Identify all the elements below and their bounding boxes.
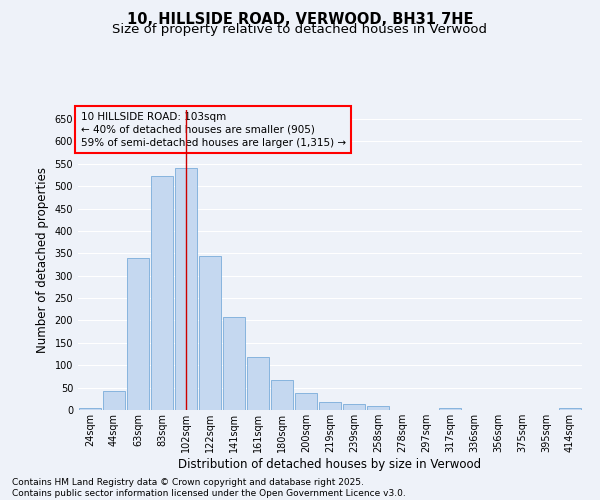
Bar bbox=[247, 357, 269, 410]
Bar bbox=[127, 258, 149, 410]
Bar bbox=[79, 408, 101, 410]
Bar bbox=[175, 168, 197, 410]
X-axis label: Distribution of detached houses by size in Verwood: Distribution of detached houses by size … bbox=[178, 458, 482, 470]
Bar bbox=[199, 256, 221, 410]
Y-axis label: Number of detached properties: Number of detached properties bbox=[36, 167, 49, 353]
Bar bbox=[295, 394, 317, 410]
Bar bbox=[559, 408, 581, 410]
Bar bbox=[151, 176, 173, 410]
Text: Contains HM Land Registry data © Crown copyright and database right 2025.
Contai: Contains HM Land Registry data © Crown c… bbox=[12, 478, 406, 498]
Bar bbox=[319, 402, 341, 410]
Text: Size of property relative to detached houses in Verwood: Size of property relative to detached ho… bbox=[113, 22, 487, 36]
Bar bbox=[439, 408, 461, 410]
Bar bbox=[271, 380, 293, 410]
Bar bbox=[223, 318, 245, 410]
Bar bbox=[343, 404, 365, 410]
Bar bbox=[103, 391, 125, 410]
Bar bbox=[367, 406, 389, 410]
Text: 10 HILLSIDE ROAD: 103sqm
← 40% of detached houses are smaller (905)
59% of semi-: 10 HILLSIDE ROAD: 103sqm ← 40% of detach… bbox=[80, 112, 346, 148]
Text: 10, HILLSIDE ROAD, VERWOOD, BH31 7HE: 10, HILLSIDE ROAD, VERWOOD, BH31 7HE bbox=[127, 12, 473, 28]
